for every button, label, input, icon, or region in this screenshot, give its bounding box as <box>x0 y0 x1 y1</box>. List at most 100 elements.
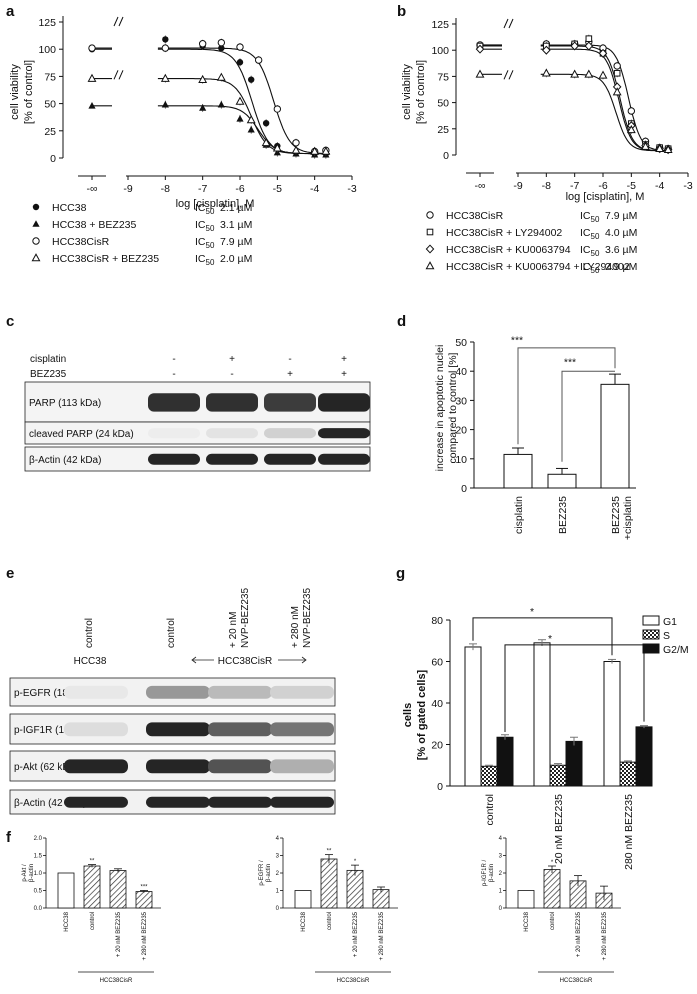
ytick-label: 25 <box>437 124 449 136</box>
panel-label-f: f <box>6 829 12 846</box>
bar <box>517 890 535 909</box>
ytick-label: 100 <box>38 44 56 56</box>
data-point <box>598 70 608 79</box>
data-point <box>235 96 245 105</box>
treatment-sign: - <box>172 369 175 380</box>
panel-f: f p-Akt / β-actin0.00.51.01.52.0HCC38**co… <box>6 829 621 984</box>
subplot-f-1: p-Akt / β-actin 0.0 0.5 1.0 1.5 2.0 HCC38 ** cont… <box>22 836 161 984</box>
category-label: BEZ235 <box>557 496 569 534</box>
legend-ic50: IC50 <box>195 202 215 216</box>
curves-b <box>480 44 671 152</box>
band-label: β-Actin (42 kDa) <box>14 798 86 809</box>
data-point <box>627 107 636 115</box>
blot-band <box>318 453 370 465</box>
data-point <box>598 48 608 58</box>
legend-ic50: IC50 <box>580 227 600 241</box>
blot-band <box>146 722 210 737</box>
xtick-label: -8 <box>161 183 170 195</box>
data-point <box>87 73 97 82</box>
group-hcc38: HCC38 <box>74 656 107 667</box>
data-point <box>161 44 170 52</box>
ytick-label: 0 <box>443 150 449 162</box>
bar-chart-g: 0 20 40 60 80 control 20 nM BEZ235 280 nM BEZ23… <box>431 606 688 870</box>
treatment-sign: + <box>229 354 235 365</box>
bar <box>547 473 577 489</box>
ylabel-f-2: β-actin <box>266 864 272 882</box>
points-a <box>87 35 331 159</box>
category-label: + 280 nM BEZ235 <box>602 911 608 960</box>
legend-swatch <box>642 629 660 640</box>
data-point <box>246 115 256 124</box>
group-hcc38cisr: HCC38CisR <box>218 656 272 667</box>
treatment-sign: + <box>341 354 347 365</box>
group-label: HCC38CisR <box>100 978 133 984</box>
axis-break <box>503 70 514 80</box>
blot-e: p-EGFR (180 kDa) p-IGF1R (130 kDa) p-Akt (… <box>9 677 336 815</box>
data-point <box>626 125 636 134</box>
legend-label: S <box>663 630 670 642</box>
data-point <box>162 36 169 43</box>
category-label: control <box>90 912 96 930</box>
xtick-label: -9 <box>513 180 522 192</box>
legend-value: 7.9 µM <box>605 210 637 222</box>
axis-break <box>113 16 124 27</box>
band-label: p-IGF1R (130 kDa) <box>14 725 99 736</box>
legend-ic50: IC50 <box>580 261 600 275</box>
category-label: HCC38 <box>64 911 70 931</box>
bar <box>496 736 514 787</box>
band-label: PARP (113 kDa) <box>29 398 101 409</box>
category-label: cisplatin <box>513 496 525 534</box>
category-label: +cisplatin <box>622 496 634 540</box>
category-label: + 20 nM BEZ235 <box>353 911 359 957</box>
ytick-label: 4 <box>499 836 503 842</box>
fit-curve <box>157 78 330 155</box>
bar <box>83 865 101 909</box>
data-point <box>236 59 244 66</box>
panel-label-g: g <box>396 565 405 582</box>
yticks-a: 0 25 50 75 100 125 <box>38 17 63 165</box>
legend-marker <box>425 261 435 270</box>
bar <box>320 858 338 909</box>
ylabel-b-1: cell viability <box>401 64 413 120</box>
category-label: HCC38 <box>524 911 530 931</box>
xlabel-a: log [cisplatin], M <box>176 198 255 210</box>
blot-band <box>270 685 334 699</box>
legend-ic50: IC50 <box>195 253 215 267</box>
xtick-label: -5 <box>273 183 282 195</box>
blot-band <box>264 428 316 439</box>
data-point <box>475 44 485 54</box>
legend-name: HCC38CisR + BEZ235 <box>52 253 159 265</box>
xtick-label: -3 <box>683 180 692 192</box>
data-point <box>612 87 622 96</box>
legend-name: HCC38CisR <box>52 236 110 248</box>
legend-ic50: IC50 <box>195 236 215 250</box>
fit-curve <box>157 105 330 155</box>
legend-ic50: IC50 <box>195 219 215 233</box>
blot-band <box>318 393 370 412</box>
ylabel-a-1: cell viability <box>9 64 21 120</box>
category-label: 20 nM BEZ235 <box>553 794 565 864</box>
ytick-label: 1 <box>276 889 280 895</box>
treatment-sign: + <box>341 369 347 380</box>
ytick-label: 0.0 <box>34 906 43 912</box>
data-point <box>161 100 169 108</box>
ytick-label: 3 <box>499 854 503 860</box>
ytick-label: 1.5 <box>34 854 43 860</box>
legend-label: G2/M <box>663 644 689 656</box>
sig-label: * <box>354 859 357 865</box>
treatment-signs-c: - + - + - - + + <box>172 354 347 380</box>
blot-band <box>264 453 316 465</box>
bar <box>480 765 498 787</box>
bar <box>565 740 583 787</box>
fit-curve <box>540 48 671 152</box>
data-point <box>254 56 263 64</box>
data-point <box>613 62 621 70</box>
ytick-label: 25 <box>44 126 56 138</box>
ytick-label: 50 <box>44 99 56 111</box>
blot-band <box>146 759 210 774</box>
panel-label-b: b <box>397 3 406 20</box>
ytick-label: 50 <box>455 337 467 349</box>
ylabel-d-1: increase in apoptotic nuclei <box>434 345 446 472</box>
xtick-label: -4 <box>655 180 664 192</box>
column-label: control <box>166 618 177 648</box>
